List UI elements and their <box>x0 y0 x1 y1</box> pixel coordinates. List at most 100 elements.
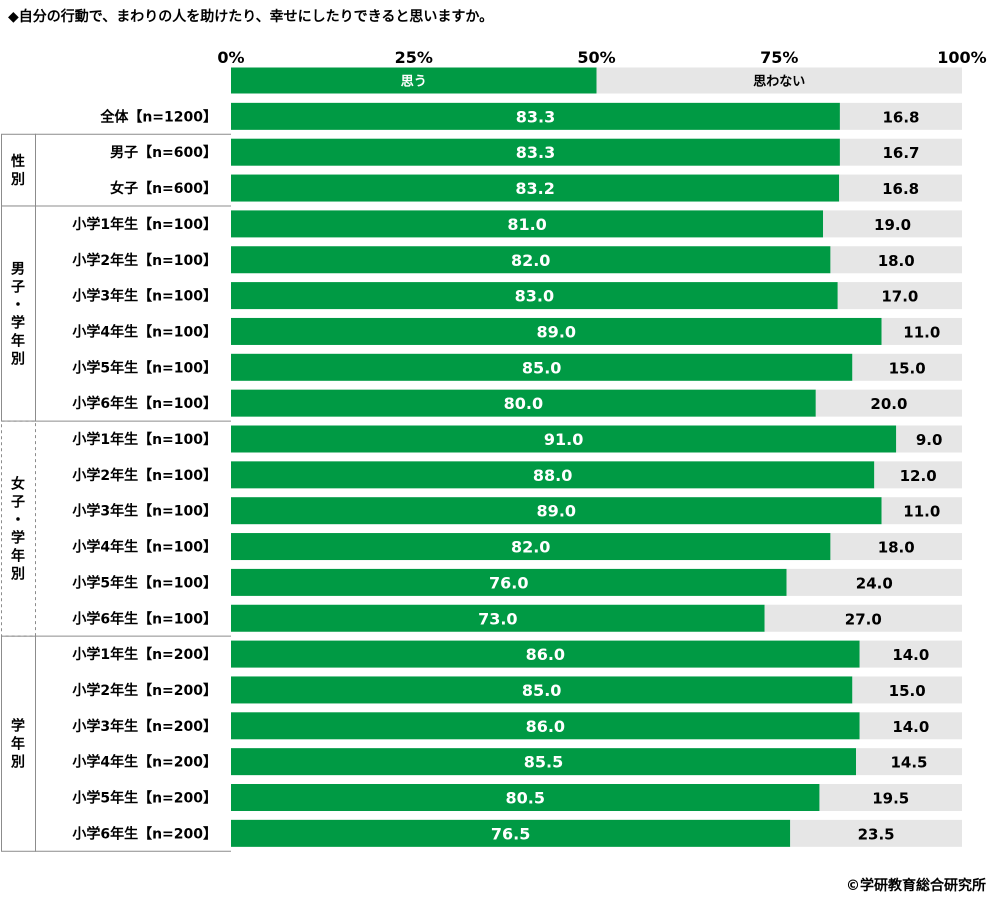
value-label-disagree: 27.0 <box>845 610 882 628</box>
value-label-agree: 83.0 <box>515 287 554 306</box>
bar-agree <box>231 819 791 847</box>
group-box <box>1 133 36 207</box>
category-label: 小学6年生【n=100】 <box>72 610 217 627</box>
value-label-disagree: 19.5 <box>872 790 909 808</box>
group-label-char: 別 <box>10 755 25 771</box>
value-label-agree: 85.5 <box>524 753 563 772</box>
bar-disagree <box>881 317 962 345</box>
bar-agree <box>231 389 816 417</box>
value-label-agree: 89.0 <box>537 322 576 341</box>
category-label: 小学4年生【n=200】 <box>72 754 217 771</box>
bar-agree <box>231 174 840 202</box>
legend-label-disagree: 思わない <box>753 75 805 90</box>
bar-disagree <box>859 640 962 668</box>
bar-disagree <box>852 353 962 381</box>
group-label-char: 子 <box>11 495 25 511</box>
value-label-agree: 76.5 <box>491 824 530 843</box>
group-label-char: 学 <box>11 718 25 735</box>
bar-agree <box>231 748 857 776</box>
category-label: 全体【n=1200】 <box>99 108 217 125</box>
category-label: 小学2年生【n=100】 <box>72 252 217 269</box>
bar-disagree <box>786 568 962 596</box>
bar-agree <box>231 640 860 668</box>
value-label-agree: 91.0 <box>544 430 583 449</box>
bar-disagree <box>859 712 962 740</box>
value-label-agree: 89.0 <box>537 502 576 521</box>
value-label-disagree: 18.0 <box>878 252 915 270</box>
category-label: 小学5年生【n=200】 <box>72 790 217 807</box>
value-label-disagree: 17.0 <box>881 288 918 306</box>
value-label-disagree: 16.8 <box>882 108 919 126</box>
x-tick-label: 100% <box>937 48 986 67</box>
value-label-agree: 73.0 <box>478 609 517 628</box>
value-label-agree: 85.0 <box>522 358 561 377</box>
category-label: 小学1年生【n=100】 <box>72 431 217 448</box>
category-label: 小学1年生【n=100】 <box>72 216 217 233</box>
group-label-char: 年 <box>11 333 25 350</box>
value-label-disagree: 19.0 <box>874 216 911 234</box>
group-label-char: 年 <box>11 548 25 565</box>
value-label-disagree: 11.0 <box>903 323 940 341</box>
bar-disagree <box>839 174 962 202</box>
bar-agree <box>231 210 824 238</box>
bar-disagree <box>823 210 962 238</box>
value-label-agree: 80.0 <box>504 394 543 413</box>
bar-agree <box>231 138 840 166</box>
category-label: 小学5年生【n=100】 <box>72 359 217 376</box>
value-label-agree: 85.0 <box>522 681 561 700</box>
page-title: ◆自分の行動で、まわりの人を助けたり、幸せにしたりできると思いますか。 <box>8 9 494 25</box>
group-label-char: 年 <box>11 736 25 753</box>
bar-disagree <box>856 748 962 776</box>
value-label-agree: 83.2 <box>515 179 554 198</box>
value-label-disagree: 20.0 <box>870 395 907 413</box>
bar-disagree <box>830 246 962 274</box>
bar-disagree <box>790 819 962 847</box>
category-label: 小学5年生【n=100】 <box>72 574 217 591</box>
bar-agree <box>231 282 838 310</box>
category-label: 小学6年生【n=100】 <box>72 395 217 412</box>
bar-agree <box>231 568 787 596</box>
value-label-agree: 82.0 <box>511 538 550 557</box>
category-label: 小学3年生【n=200】 <box>72 718 217 735</box>
value-label-agree: 80.5 <box>505 789 544 808</box>
group-label-char: 学 <box>11 315 25 332</box>
value-label-disagree: 14.0 <box>892 718 929 736</box>
value-label-disagree: 18.0 <box>878 539 915 557</box>
bar-disagree <box>896 425 962 453</box>
category-label: 男子【n=600】 <box>110 145 217 161</box>
value-label-disagree: 24.0 <box>856 574 893 592</box>
value-label-disagree: 16.8 <box>882 180 919 198</box>
x-tick-label: 25% <box>395 48 433 67</box>
group-label-char: 別 <box>10 567 25 583</box>
category-label: 小学2年生【n=100】 <box>72 467 217 484</box>
bar-disagree <box>819 784 962 811</box>
legend-label-agree: 思う <box>401 75 427 90</box>
bar-disagree <box>815 389 962 417</box>
category-label: 小学2年生【n=200】 <box>72 682 217 699</box>
legend-swatch-agree <box>231 67 597 94</box>
category-label: 小学1年生【n=200】 <box>72 646 217 663</box>
value-label-agree: 76.0 <box>489 573 528 592</box>
group-label-char: 学 <box>11 530 25 547</box>
bar-agree <box>231 461 875 489</box>
value-label-agree: 83.3 <box>516 107 555 126</box>
value-label-disagree: 16.7 <box>882 144 919 162</box>
group-label-char: 女 <box>11 476 25 493</box>
group-label-char: ・ <box>11 513 25 529</box>
value-label-disagree: 14.5 <box>890 754 927 772</box>
group-label-char: 別 <box>10 172 25 188</box>
bar-agree <box>231 497 882 525</box>
category-label: 小学3年生【n=100】 <box>72 503 217 520</box>
x-tick-label: 0% <box>217 48 244 67</box>
group-box <box>1 635 36 852</box>
bar-agree <box>231 353 853 381</box>
value-label-agree: 88.0 <box>533 466 572 485</box>
group-label-char: ・ <box>11 298 25 314</box>
bar-agree <box>231 676 853 704</box>
bar-disagree <box>874 461 962 489</box>
bar-agree <box>231 246 831 274</box>
group-label-char: 性 <box>11 153 25 170</box>
category-label: 小学4年生【n=100】 <box>72 323 217 340</box>
value-label-agree: 81.0 <box>507 215 546 234</box>
